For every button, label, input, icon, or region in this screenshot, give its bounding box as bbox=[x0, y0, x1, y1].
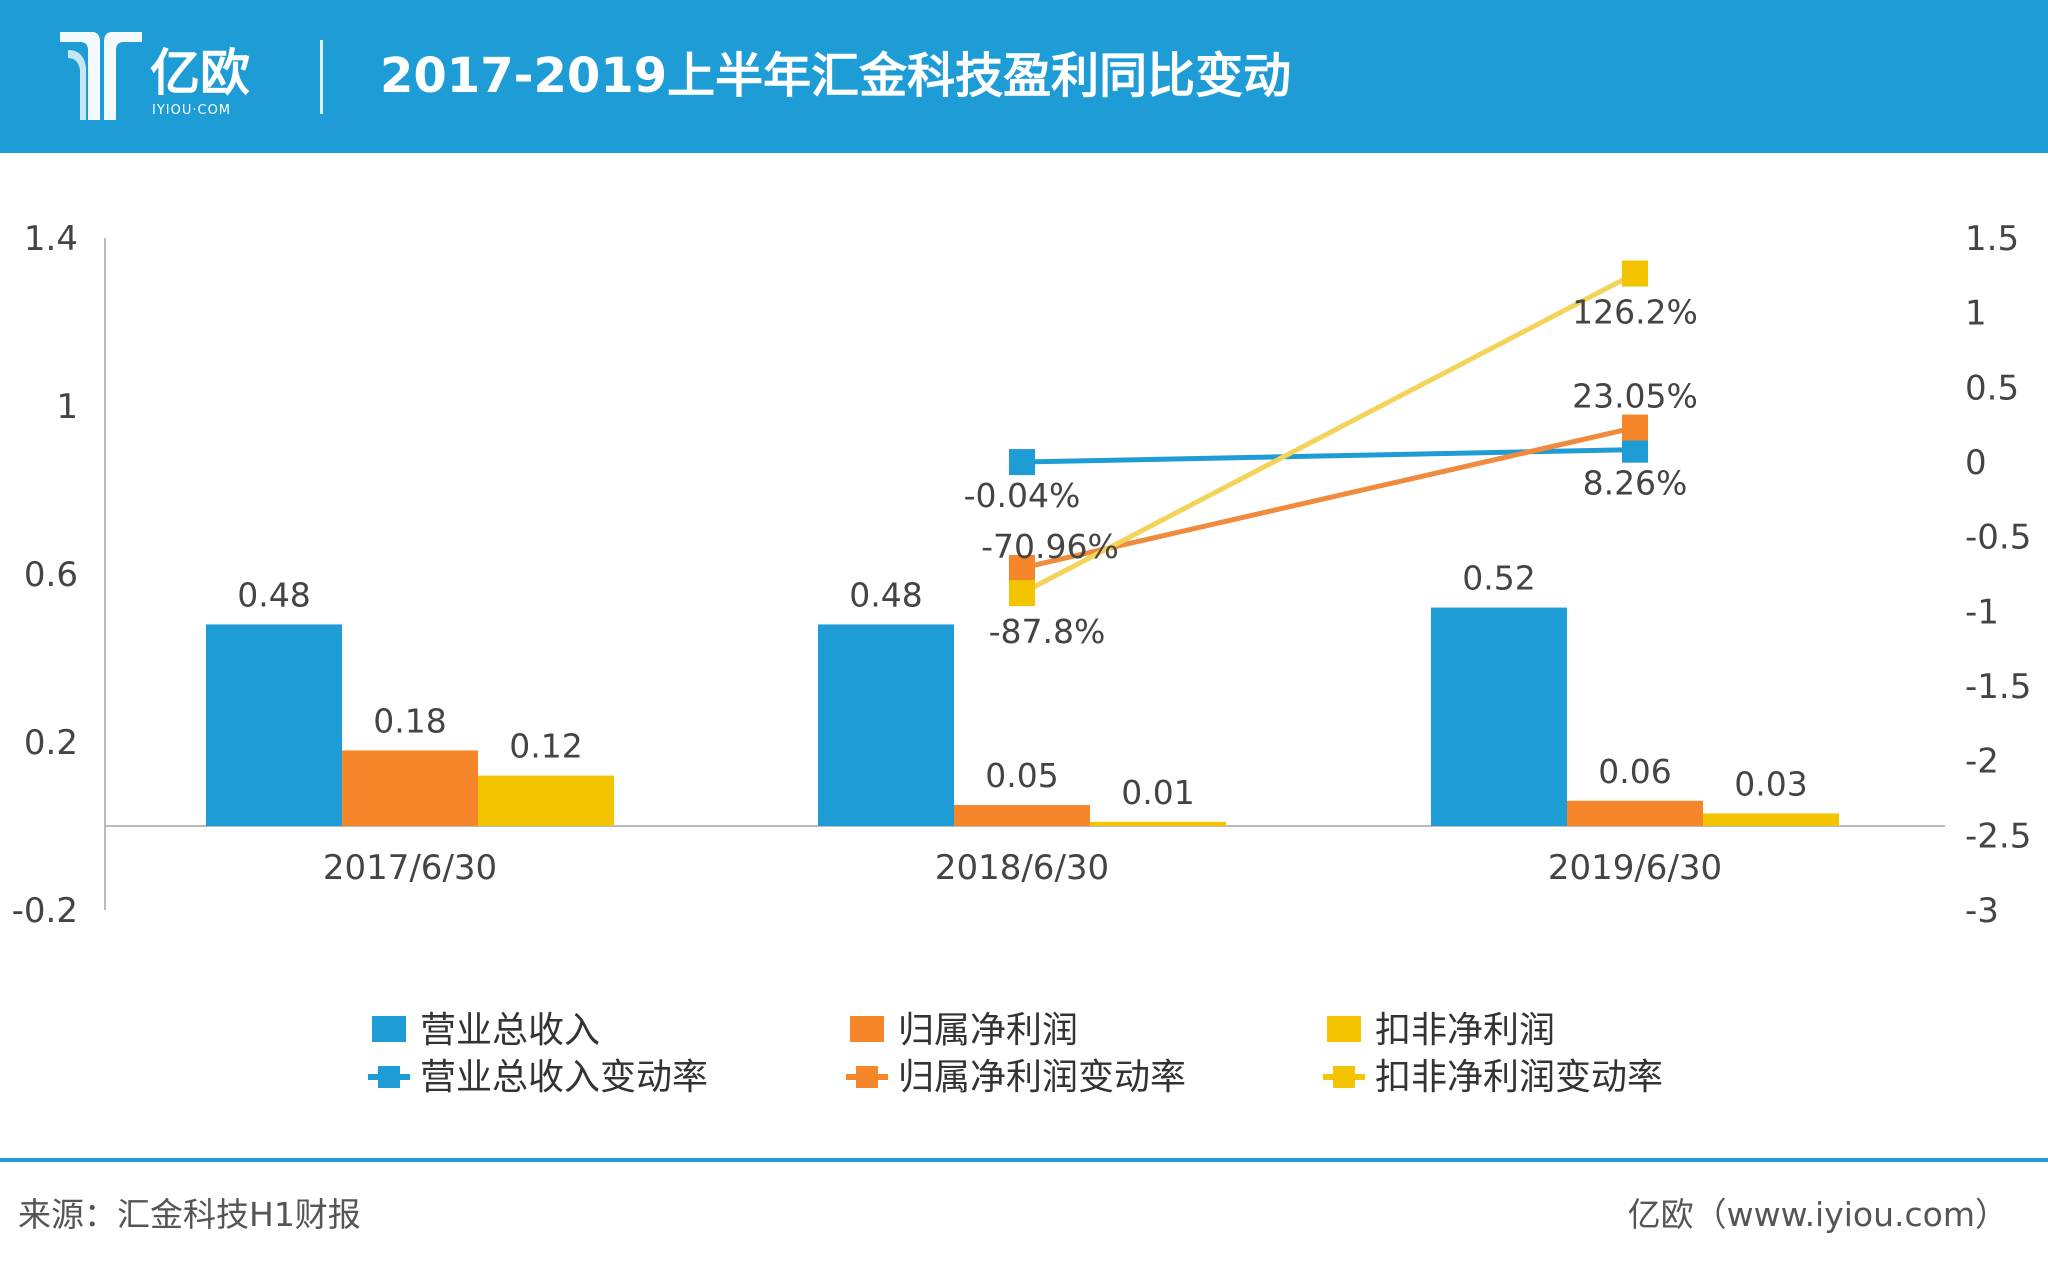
change-rate-lines bbox=[1009, 260, 1648, 607]
y-right-tick-label: -2 bbox=[1965, 742, 1999, 782]
y-right-tick-label: -1.5 bbox=[1965, 667, 2031, 707]
footer-source: 来源：汇金科技H1财报 bbox=[18, 1195, 361, 1234]
bar-value-label: 0.12 bbox=[509, 727, 582, 766]
bar-value-label: 0.05 bbox=[985, 756, 1058, 795]
bar bbox=[818, 624, 954, 826]
header-divider bbox=[320, 40, 323, 114]
line-value-label: -87.8% bbox=[989, 612, 1106, 651]
line-marker bbox=[1009, 580, 1035, 607]
legend-swatch-marker bbox=[1333, 1066, 1355, 1088]
y-right-tick-label: 1.5 bbox=[1965, 219, 2019, 259]
line-value-label: 23.05% bbox=[1572, 377, 1698, 416]
legend-swatch-marker bbox=[856, 1066, 878, 1088]
yiou-logo: 亿欧 IYIOU·COM bbox=[60, 32, 250, 120]
legend-swatch-bar bbox=[1327, 1016, 1361, 1042]
legend-label: 营业总收入 bbox=[420, 1010, 600, 1051]
data-labels: 0.48 0.48 0.52 0.18 0.05 0.06 0.12 0.01 0.03 -0.0… bbox=[237, 293, 1807, 812]
change-rate-line bbox=[1021, 447, 1636, 465]
line-marker bbox=[1009, 449, 1035, 476]
y-left-tick-label: 1 bbox=[56, 387, 78, 427]
bar bbox=[954, 805, 1090, 826]
y-left-tick-label: 1.4 bbox=[24, 219, 78, 259]
bar-value-label: 0.01 bbox=[1121, 773, 1194, 812]
bar bbox=[1567, 800, 1703, 826]
line-marker bbox=[1009, 554, 1035, 581]
y-right-tick-label: 0.5 bbox=[1965, 368, 2019, 408]
bar-value-label: 0.18 bbox=[373, 701, 446, 740]
profit-chart: 1.4 1 0.6 0.2 -0.2 1.5 1 0.5 0 -0.5 -1 -1.5 -2 -2.5 -3… bbox=[12, 219, 2032, 1098]
axes: 1.4 1 0.6 0.2 -0.2 1.5 1 0.5 0 -0.5 -1 -1.5 -2 -2.5 -3… bbox=[12, 219, 2032, 931]
line-marker bbox=[1622, 436, 1648, 463]
bar bbox=[1431, 607, 1567, 826]
footer-brand: 亿欧（www.iyiou.com） bbox=[1627, 1195, 2008, 1234]
x-tick-label: 2018/6/30 bbox=[935, 848, 1109, 888]
bar bbox=[1090, 821, 1226, 826]
x-tick-label: 2017/6/30 bbox=[323, 848, 497, 888]
legend-label: 归属净利润变动率 bbox=[898, 1057, 1186, 1098]
line-value-label: -70.96% bbox=[981, 527, 1119, 566]
legend-label: 扣非净利润 bbox=[1375, 1010, 1555, 1051]
bars bbox=[206, 607, 1839, 826]
y-right-tick-label: -2.5 bbox=[1965, 816, 2031, 856]
line-value-label: 8.26% bbox=[1583, 464, 1688, 503]
legend-label: 扣非净利润变动率 bbox=[1375, 1057, 1663, 1098]
line-value-label: -0.04% bbox=[964, 476, 1081, 515]
y-right-tick-label: 1 bbox=[1965, 294, 1987, 334]
header-banner: 亿欧 IYIOU·COM 2017-2019上半年汇金科技盈利同比变动 bbox=[0, 0, 2048, 153]
y-left-tick-label: 0.2 bbox=[24, 723, 78, 763]
legend-label: 营业总收入变动率 bbox=[420, 1057, 708, 1098]
line-marker bbox=[1622, 260, 1648, 287]
y-right-tick-label: -1 bbox=[1965, 592, 1999, 632]
bar bbox=[478, 775, 614, 826]
bar-value-label: 0.52 bbox=[1462, 559, 1535, 598]
logo-subtext: IYIOU·COM bbox=[152, 103, 231, 118]
bar-value-label: 0.06 bbox=[1598, 752, 1671, 791]
legend-swatch-marker bbox=[378, 1066, 400, 1088]
line-marker bbox=[1622, 414, 1648, 441]
legend-swatch-bar bbox=[372, 1016, 406, 1042]
y-right-tick-label: -0.5 bbox=[1965, 518, 2031, 558]
y-right-tick-label: 0 bbox=[1965, 443, 1987, 483]
y-right-tick-label: -3 bbox=[1965, 891, 1999, 931]
change-rate-line bbox=[1020, 271, 1637, 596]
legend-label: 归属净利润 bbox=[898, 1010, 1078, 1051]
bar bbox=[1703, 813, 1839, 826]
change-rate-line bbox=[1021, 425, 1636, 571]
bar-value-label: 0.03 bbox=[1734, 764, 1807, 803]
line-value-label: 126.2% bbox=[1572, 293, 1698, 332]
bar bbox=[206, 624, 342, 826]
footer-divider bbox=[0, 1158, 2048, 1162]
bar-value-label: 0.48 bbox=[237, 575, 310, 614]
bar bbox=[342, 750, 478, 826]
bar-value-label: 0.48 bbox=[849, 575, 922, 614]
y-left-tick-label: -0.2 bbox=[12, 891, 78, 931]
legend-swatch-bar bbox=[850, 1016, 884, 1042]
x-tick-label: 2019/6/30 bbox=[1548, 848, 1722, 888]
y-left-tick-label: 0.6 bbox=[24, 555, 78, 595]
page-title: 2017-2019上半年汇金科技盈利同比变动 bbox=[380, 48, 1292, 104]
logo-text: 亿欧 bbox=[150, 44, 250, 102]
